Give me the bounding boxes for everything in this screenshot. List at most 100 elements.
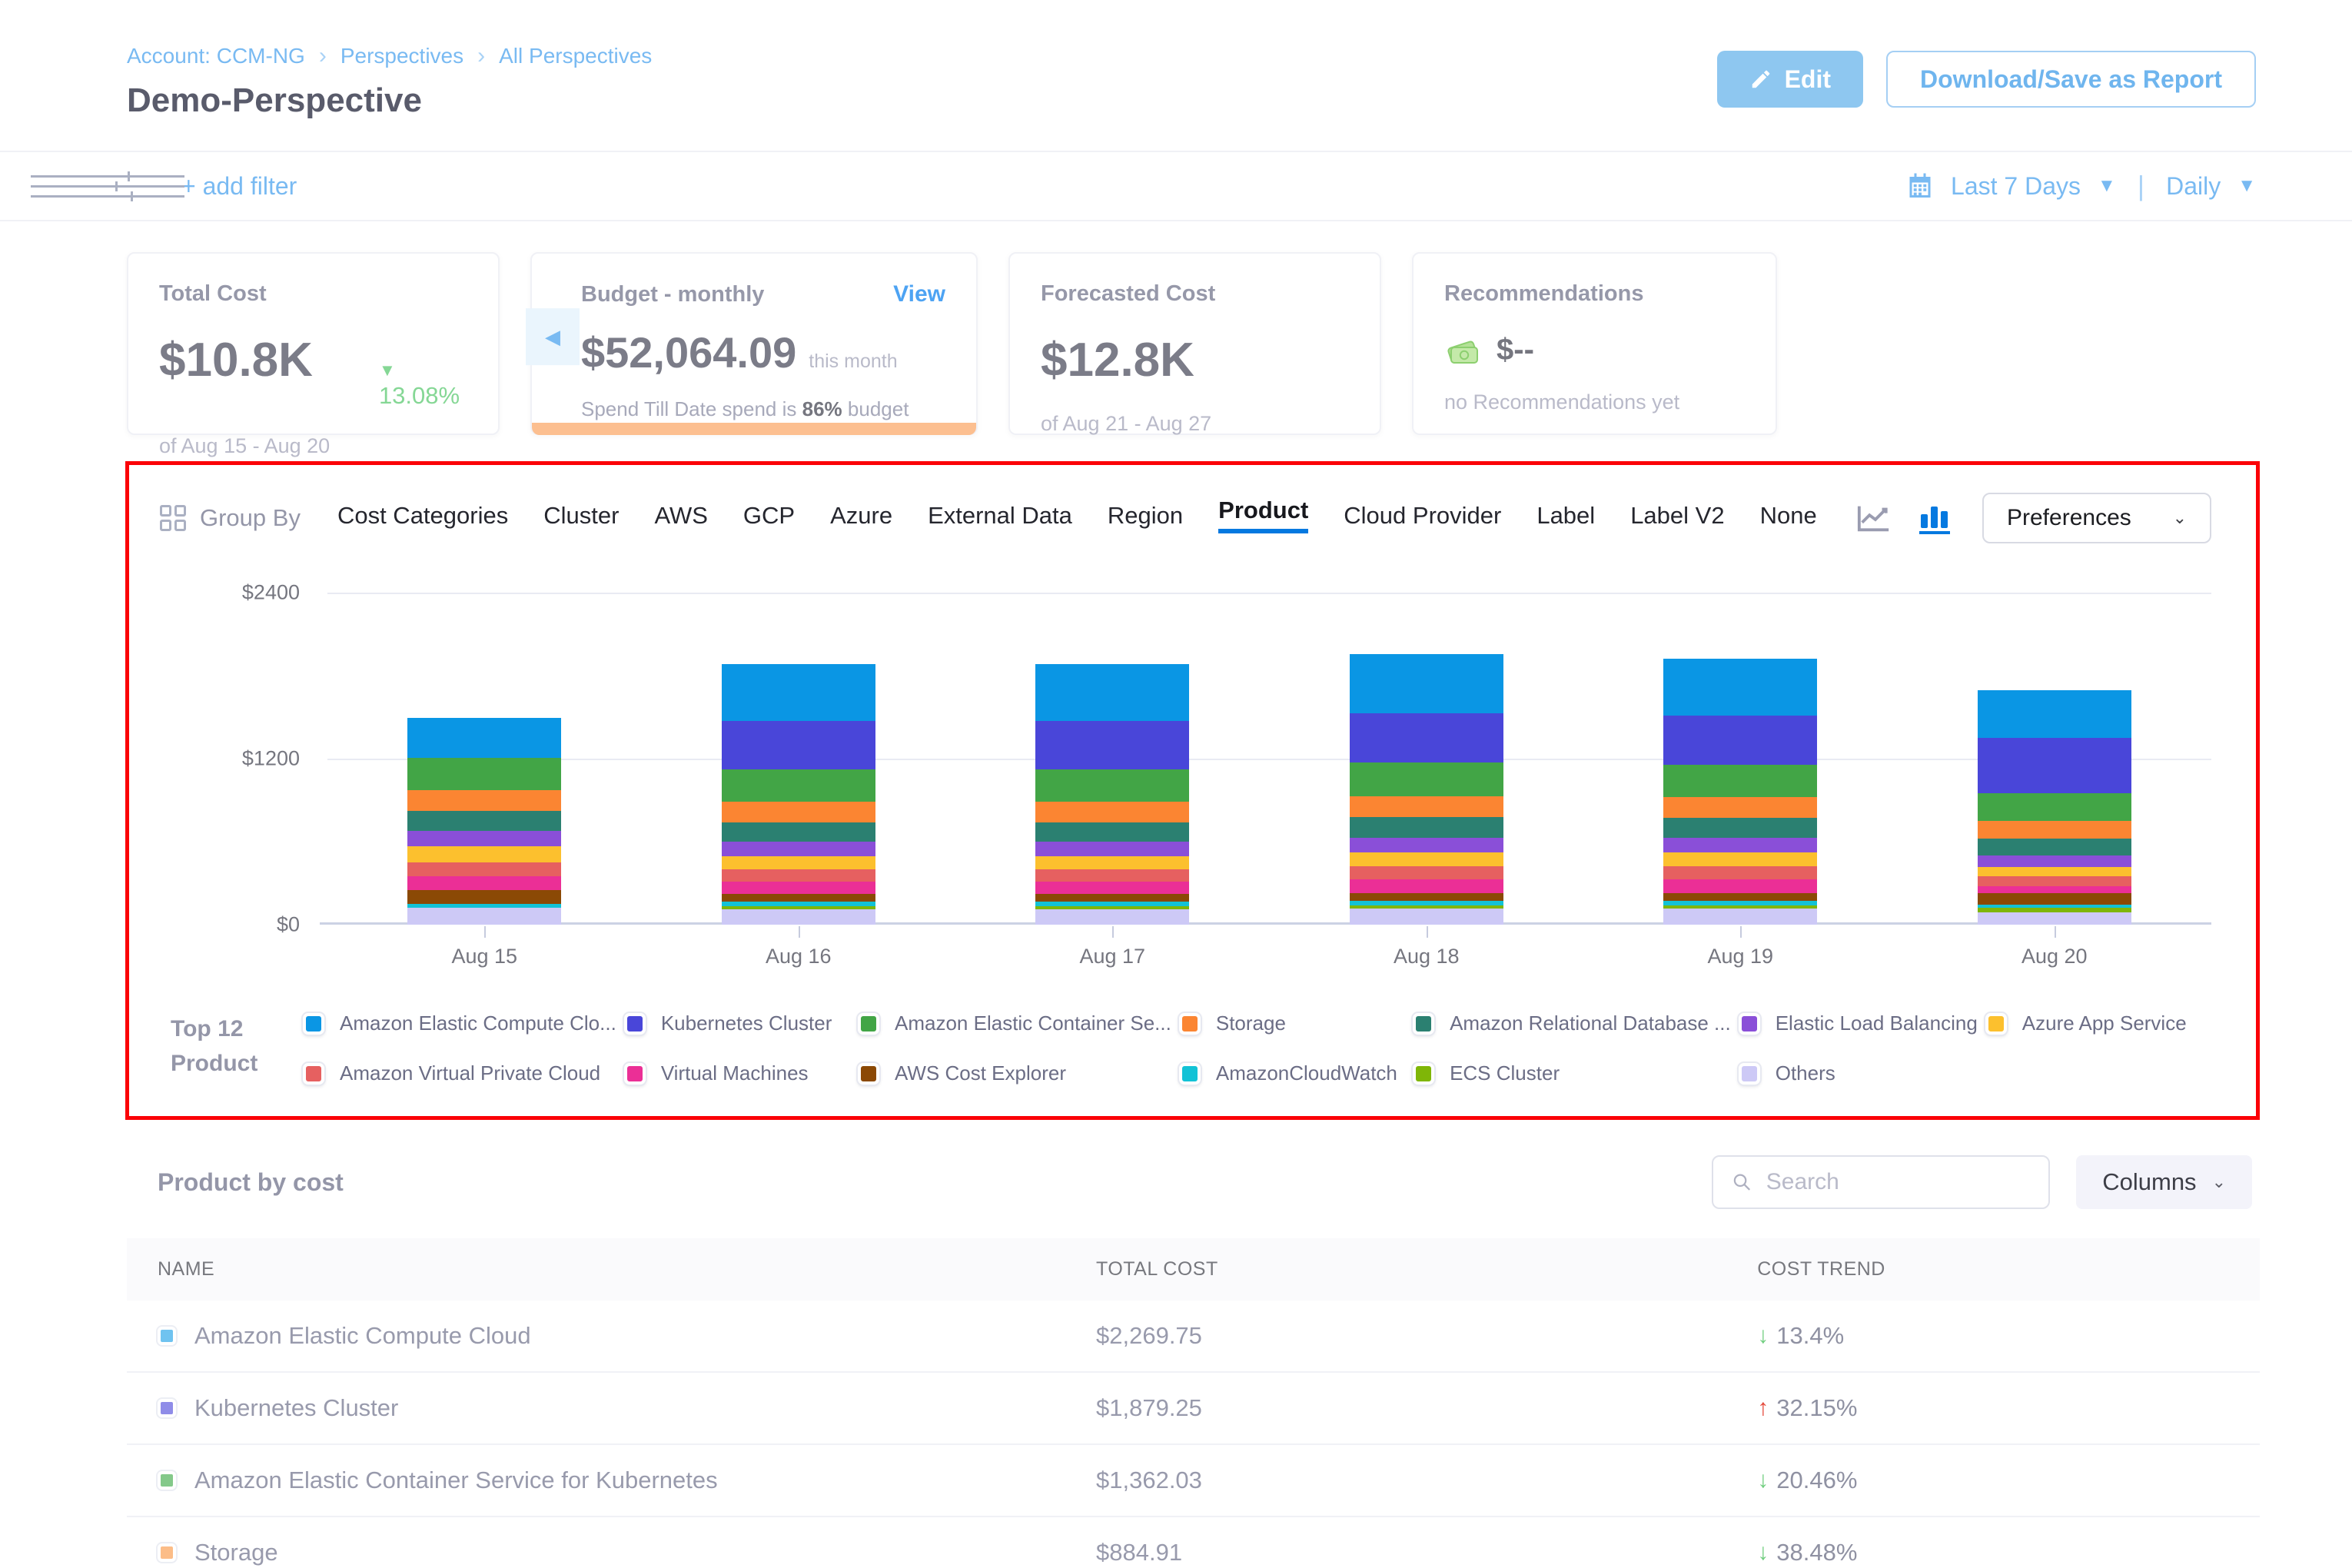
tab-region[interactable]: Region bbox=[1107, 502, 1184, 529]
tab-azure[interactable]: Azure bbox=[830, 502, 893, 529]
bar-segment[interactable] bbox=[1663, 716, 1818, 766]
tab-label-v2[interactable]: Label V2 bbox=[1630, 502, 1725, 529]
bar-segment[interactable] bbox=[407, 790, 562, 812]
bar-segment[interactable] bbox=[1035, 769, 1190, 802]
granularity-dropdown[interactable]: Daily bbox=[2166, 171, 2221, 200]
table-row[interactable]: Kubernetes Cluster $1,879.25 ↑ 32.15% bbox=[127, 1371, 2260, 1444]
bar-segment[interactable] bbox=[1663, 797, 1818, 819]
bar-segment[interactable] bbox=[407, 875, 562, 890]
breadcrumb-account[interactable]: Account: CCM-NG bbox=[127, 44, 305, 68]
bar-segment[interactable] bbox=[407, 903, 562, 909]
legend-item-amazon-elastic-compute-clo-[interactable]: Amazon Elastic Compute Clo... bbox=[303, 1012, 616, 1035]
stacked-bar[interactable] bbox=[407, 717, 562, 925]
add-filter-button[interactable]: + add filter bbox=[181, 171, 297, 200]
bar-segment[interactable] bbox=[1349, 654, 1503, 713]
bar-segment[interactable] bbox=[1977, 867, 2131, 876]
stacked-bar[interactable] bbox=[721, 663, 875, 925]
legend-item-aws-cost-explorer[interactable]: AWS Cost Explorer bbox=[858, 1061, 1171, 1085]
tab-cluster[interactable]: Cluster bbox=[543, 502, 620, 529]
bar-segment[interactable] bbox=[1977, 892, 2131, 905]
chevron-down-icon[interactable]: ▼ bbox=[2237, 175, 2256, 196]
bar-segment[interactable] bbox=[1349, 713, 1503, 763]
bar-segment[interactable] bbox=[721, 663, 875, 721]
bar-segment[interactable] bbox=[721, 769, 875, 802]
bar-segment[interactable] bbox=[1349, 852, 1503, 867]
bar-segment[interactable] bbox=[1663, 765, 1818, 798]
tab-cost-categories[interactable]: Cost Categories bbox=[337, 502, 509, 529]
bar-segment[interactable] bbox=[1663, 866, 1818, 880]
bar-segment[interactable] bbox=[1663, 879, 1818, 893]
bar-segment[interactable] bbox=[1977, 793, 2131, 821]
bar-segment[interactable] bbox=[1977, 912, 2131, 925]
bar-segment[interactable] bbox=[1977, 838, 2131, 855]
bar-segment[interactable] bbox=[407, 889, 562, 904]
bar-segment[interactable] bbox=[721, 902, 875, 906]
column-header-cost-trend[interactable]: COST TREND bbox=[1757, 1258, 1885, 1280]
tab-aws[interactable]: AWS bbox=[654, 502, 708, 529]
bar-chart-icon[interactable] bbox=[1918, 502, 1952, 534]
stacked-bar[interactable] bbox=[1977, 689, 2131, 925]
table-row[interactable]: Amazon Elastic Container Service for Kub… bbox=[127, 1443, 2260, 1517]
legend-item-storage[interactable]: Storage bbox=[1178, 1012, 1405, 1035]
card-scroll-left-button[interactable]: ◀ bbox=[526, 308, 580, 366]
bar-segment[interactable] bbox=[1349, 892, 1503, 902]
bar-segment[interactable] bbox=[1349, 879, 1503, 893]
bar-segment[interactable] bbox=[407, 830, 562, 847]
bar-segment[interactable] bbox=[1035, 882, 1190, 895]
stacked-bar[interactable] bbox=[1663, 658, 1818, 925]
breadcrumb-all-perspectives[interactable]: All Perspectives bbox=[499, 44, 653, 68]
line-chart-icon[interactable] bbox=[1856, 503, 1892, 533]
column-header-name[interactable]: NAME bbox=[158, 1258, 215, 1280]
table-row[interactable]: Storage $884.91 ↓ 38.48% bbox=[127, 1516, 2260, 1568]
bar-segment[interactable] bbox=[1977, 875, 2131, 886]
search-input[interactable] bbox=[1766, 1169, 2031, 1195]
bar-segment[interactable] bbox=[1035, 822, 1190, 842]
preferences-dropdown[interactable]: Preferences ⌄ bbox=[1982, 493, 2211, 543]
tab-label[interactable]: Label bbox=[1536, 502, 1596, 529]
bar-segment[interactable] bbox=[407, 758, 562, 791]
stacked-bar[interactable] bbox=[1035, 663, 1190, 925]
bar-segment[interactable] bbox=[1977, 904, 2131, 909]
bar-segment[interactable] bbox=[1977, 908, 2131, 912]
bar-segment[interactable] bbox=[1349, 866, 1503, 880]
date-range-dropdown[interactable]: Last 7 Days bbox=[1951, 171, 2081, 200]
bar-segment[interactable] bbox=[721, 720, 875, 770]
bar-segment[interactable] bbox=[407, 717, 562, 759]
budget-view-link[interactable]: View bbox=[893, 281, 945, 307]
legend-item-others[interactable]: Others bbox=[1738, 1061, 1978, 1085]
bar-segment[interactable] bbox=[1035, 841, 1190, 856]
legend-item-elastic-load-balancing[interactable]: Elastic Load Balancing bbox=[1738, 1012, 1978, 1035]
bar-segment[interactable] bbox=[1035, 905, 1190, 910]
bar-segment[interactable] bbox=[1035, 869, 1190, 882]
bar-segment[interactable] bbox=[1349, 817, 1503, 838]
bar-segment[interactable] bbox=[1349, 905, 1503, 909]
bar-segment[interactable] bbox=[1035, 909, 1190, 925]
bar-segment[interactable] bbox=[1663, 837, 1818, 853]
bar-segment[interactable] bbox=[1035, 801, 1190, 822]
legend-item-kubernetes-cluster[interactable]: Kubernetes Cluster bbox=[623, 1012, 850, 1035]
bar-segment[interactable] bbox=[721, 882, 875, 895]
bar-segment[interactable] bbox=[1663, 905, 1818, 909]
legend-item-amazon-elastic-container-se-[interactable]: Amazon Elastic Container Se... bbox=[858, 1012, 1171, 1035]
bar-segment[interactable] bbox=[1035, 855, 1190, 869]
tab-external-data[interactable]: External Data bbox=[928, 502, 1072, 529]
bar-segment[interactable] bbox=[1035, 720, 1190, 770]
bar-segment[interactable] bbox=[1977, 885, 2131, 893]
chevron-down-icon[interactable]: ▼ bbox=[2097, 175, 2116, 196]
breadcrumb-perspectives[interactable]: Perspectives bbox=[340, 44, 464, 68]
tab-cloud-provider[interactable]: Cloud Provider bbox=[1344, 502, 1502, 529]
bar-segment[interactable] bbox=[1663, 909, 1818, 925]
bar-segment[interactable] bbox=[721, 894, 875, 902]
bar-segment[interactable] bbox=[721, 905, 875, 910]
bar-segment[interactable] bbox=[1663, 892, 1818, 902]
filter-sliders-icon[interactable] bbox=[31, 171, 184, 201]
legend-item-amazoncloudwatch[interactable]: AmazonCloudWatch bbox=[1178, 1061, 1405, 1085]
bar-segment[interactable] bbox=[1977, 738, 2131, 793]
legend-item-azure-app-service[interactable]: Azure App Service bbox=[1985, 1012, 2211, 1035]
bar-segment[interactable] bbox=[721, 855, 875, 869]
columns-dropdown[interactable]: Columns ⌄ bbox=[2076, 1155, 2252, 1209]
stacked-bar[interactable] bbox=[1349, 654, 1503, 925]
bar-segment[interactable] bbox=[721, 841, 875, 856]
bar-segment[interactable] bbox=[1349, 909, 1503, 925]
bar-segment[interactable] bbox=[1663, 658, 1818, 716]
